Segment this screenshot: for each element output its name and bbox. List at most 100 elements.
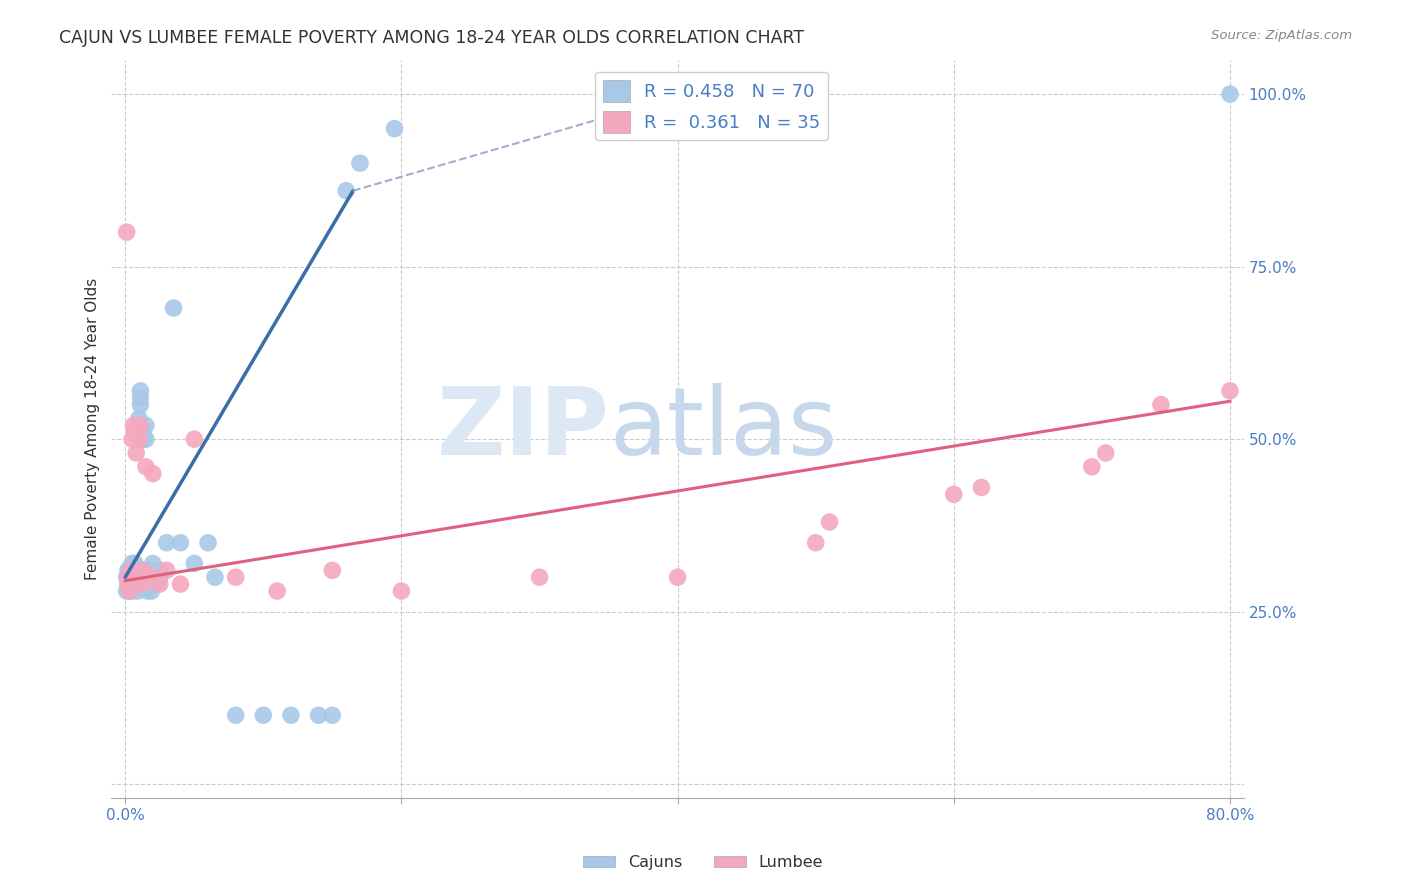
Point (141, 584, 163, 599)
Point (335, 184, 357, 198)
Point (1094, 446, 1116, 460)
Point (145, 577, 167, 591)
Point (134, 570, 156, 584)
Point (321, 563, 343, 577)
Point (122, 577, 145, 591)
Text: Source: ZipAtlas.com: Source: ZipAtlas.com (1212, 29, 1353, 43)
Point (128, 411, 150, 425)
Point (143, 570, 166, 584)
Point (128, 432, 150, 446)
Point (122, 418, 145, 433)
Point (129, 418, 152, 433)
Point (118, 570, 141, 584)
Point (121, 570, 143, 584)
Point (118, 584, 141, 599)
Legend: R = 0.458   N = 70, R =  0.361   N = 35: R = 0.458 N = 70, R = 0.361 N = 35 (596, 72, 828, 140)
Point (139, 570, 162, 584)
Point (132, 432, 155, 446)
Point (162, 301, 184, 315)
Y-axis label: Female Poverty Among 18-24 Year Olds: Female Poverty Among 18-24 Year Olds (86, 277, 100, 580)
Point (134, 563, 156, 577)
Point (118, 577, 141, 591)
Point (124, 557, 146, 571)
Point (389, 584, 412, 599)
Point (252, 708, 274, 723)
Point (120, 563, 142, 577)
Point (115, 584, 138, 599)
Point (136, 577, 159, 591)
Point (321, 708, 343, 723)
Point (131, 577, 153, 591)
Point (135, 432, 157, 446)
Point (128, 425, 150, 440)
Point (942, 487, 965, 501)
Point (183, 557, 205, 571)
Point (804, 535, 827, 549)
Point (149, 570, 172, 584)
Point (666, 570, 689, 584)
Point (117, 577, 139, 591)
Point (135, 459, 157, 474)
Legend: Cajuns, Lumbee: Cajuns, Lumbee (576, 849, 830, 877)
Point (225, 570, 247, 584)
Point (124, 563, 146, 577)
Point (125, 570, 148, 584)
Point (225, 708, 247, 723)
Point (818, 515, 841, 529)
Point (156, 563, 179, 577)
Point (308, 708, 330, 723)
Text: CAJUN VS LUMBEE FEMALE POVERTY AMONG 18-24 YEAR OLDS CORRELATION CHART: CAJUN VS LUMBEE FEMALE POVERTY AMONG 18-… (59, 29, 804, 47)
Point (125, 446, 148, 460)
Point (169, 577, 191, 591)
Point (121, 577, 143, 591)
Point (132, 425, 155, 440)
Point (1081, 459, 1104, 474)
Point (129, 398, 152, 412)
Point (127, 577, 149, 591)
Point (125, 570, 148, 584)
Point (122, 563, 145, 577)
Point (1150, 398, 1173, 412)
Point (121, 432, 143, 446)
Point (117, 563, 139, 577)
Point (131, 577, 153, 591)
Point (135, 418, 157, 433)
Point (128, 418, 150, 433)
Point (121, 584, 143, 599)
Point (120, 570, 142, 584)
Point (1219, 87, 1241, 102)
Point (156, 535, 179, 549)
Point (120, 577, 142, 591)
Point (183, 432, 205, 446)
Point (121, 557, 143, 571)
Point (121, 570, 143, 584)
Point (131, 570, 153, 584)
Point (139, 577, 162, 591)
Point (117, 570, 139, 584)
Point (127, 570, 149, 584)
Point (204, 570, 226, 584)
Point (117, 577, 139, 591)
Point (125, 577, 148, 591)
Point (118, 563, 141, 577)
Point (529, 570, 551, 584)
Point (197, 535, 219, 549)
Point (384, 121, 406, 136)
Text: ZIP: ZIP (437, 383, 610, 475)
Point (349, 156, 371, 170)
Point (125, 563, 148, 577)
Text: atlas: atlas (610, 383, 838, 475)
Point (124, 425, 146, 440)
Point (1219, 384, 1241, 398)
Point (129, 391, 152, 405)
Point (124, 577, 146, 591)
Point (127, 584, 149, 599)
Point (280, 708, 302, 723)
Point (169, 535, 191, 549)
Point (139, 570, 162, 584)
Point (128, 432, 150, 446)
Point (266, 584, 288, 599)
Point (142, 467, 165, 481)
Point (149, 563, 172, 577)
Point (118, 584, 141, 599)
